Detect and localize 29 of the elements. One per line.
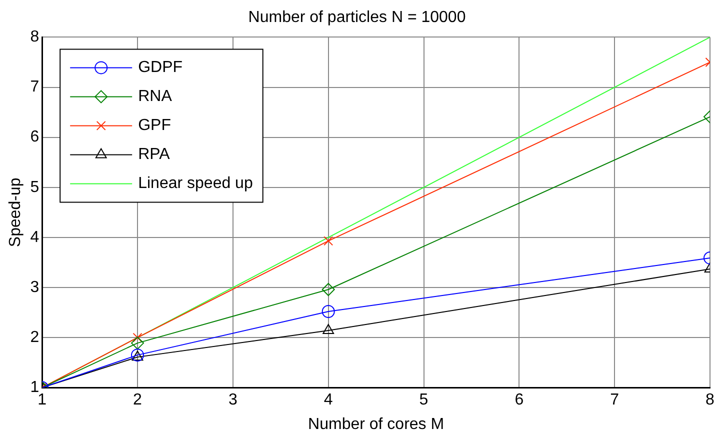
x-tick-label: 8 (706, 392, 715, 409)
y-tick-label: 6 (30, 128, 40, 146)
legend-label: RPA (138, 146, 170, 164)
point (131, 336, 144, 350)
point (324, 236, 334, 246)
legend-label: GPF (138, 117, 172, 134)
x-axis-title: Number of cores M (308, 416, 444, 433)
point (322, 324, 334, 334)
y-tick-label: 7 (30, 78, 40, 96)
legend-label: GDPF (138, 59, 183, 76)
x-tick-label: 6 (514, 392, 524, 409)
y-tick-label: 1 (30, 379, 40, 396)
chart-title: Number of particles N = 10000 (248, 9, 466, 26)
x-tick-label: 5 (419, 392, 428, 409)
y-tick-label: 3 (30, 278, 40, 296)
y-axis-title: Speed-up (7, 178, 24, 248)
y-tick-label: 4 (30, 228, 40, 246)
legend-label: Linear speed up (138, 175, 253, 192)
y-tick-label: 5 (30, 178, 40, 196)
point (132, 332, 142, 342)
x-tick-label: 7 (610, 392, 620, 409)
point (322, 305, 335, 318)
point (322, 282, 335, 296)
x-tick-label: 3 (228, 392, 238, 409)
y-tick-label: 8 (30, 28, 40, 46)
y-tick-label: 2 (30, 328, 40, 346)
legend-label: RNA (138, 88, 172, 106)
x-tick-label: 4 (324, 392, 333, 409)
x-tick-label: 2 (133, 392, 142, 409)
